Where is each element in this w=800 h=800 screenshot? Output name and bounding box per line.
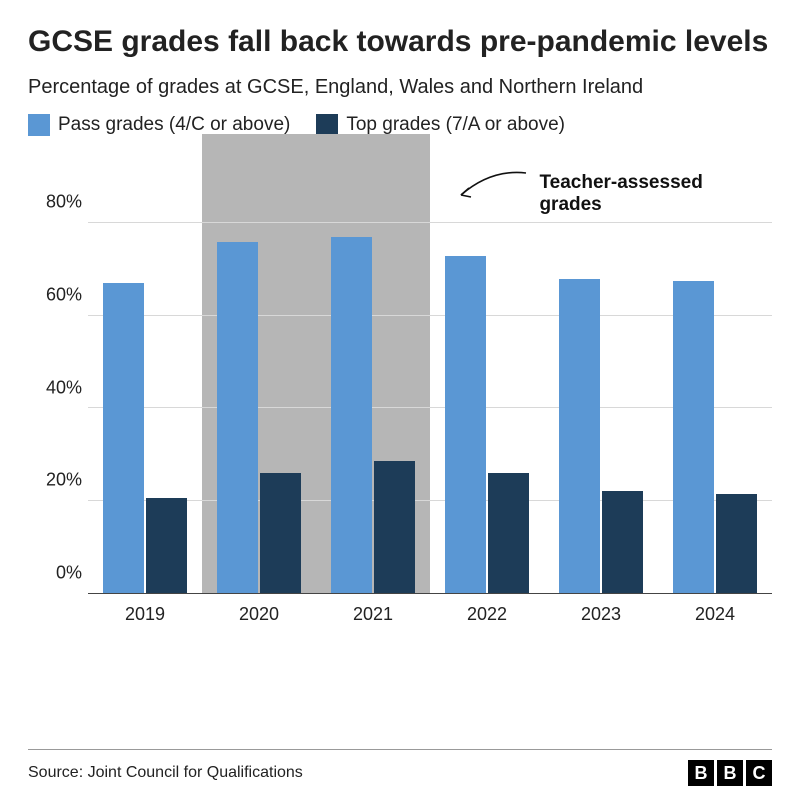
bbc-box: B bbox=[688, 760, 714, 786]
year-group bbox=[658, 154, 772, 593]
chart-subtitle: Percentage of grades at GCSE, England, W… bbox=[28, 74, 772, 100]
bar-pass bbox=[217, 242, 258, 593]
legend-swatch-pass bbox=[28, 114, 50, 136]
plot-area: Teacher-assessed grades bbox=[88, 154, 772, 594]
y-axis: 0% 20% 40% 60% 80% bbox=[28, 154, 88, 594]
bar-pass bbox=[445, 256, 486, 593]
y-tick-label: 80% bbox=[46, 192, 82, 213]
bar-top bbox=[602, 491, 643, 593]
legend-item-pass: Pass grades (4/C or above) bbox=[28, 114, 290, 136]
legend-swatch-top bbox=[316, 114, 338, 136]
bar-pass bbox=[331, 237, 372, 593]
y-tick-label: 60% bbox=[46, 285, 82, 306]
bar-top bbox=[146, 498, 187, 593]
x-tick-label: 2021 bbox=[316, 594, 430, 634]
year-group bbox=[544, 154, 658, 593]
legend-label-pass: Pass grades (4/C or above) bbox=[58, 114, 290, 136]
source-text: Source: Joint Council for Qualifications bbox=[28, 764, 303, 782]
x-tick-label: 2022 bbox=[430, 594, 544, 634]
bar-pass bbox=[673, 281, 714, 593]
bbc-logo: BBC bbox=[688, 760, 772, 786]
year-group bbox=[88, 154, 202, 593]
bar-top bbox=[374, 461, 415, 593]
bar-pass bbox=[103, 283, 144, 593]
bar-top bbox=[716, 494, 757, 593]
chart-title: GCSE grades fall back towards pre-pandem… bbox=[28, 24, 772, 60]
legend-label-top: Top grades (7/A or above) bbox=[346, 114, 565, 136]
x-tick-label: 2020 bbox=[202, 594, 316, 634]
bar-pass bbox=[559, 279, 600, 593]
y-tick-label: 0% bbox=[56, 563, 82, 584]
bbc-box: B bbox=[717, 760, 743, 786]
year-group bbox=[202, 154, 316, 593]
x-axis: 201920202021202220232024 bbox=[88, 594, 772, 634]
y-tick-label: 40% bbox=[46, 377, 82, 398]
x-tick-label: 2023 bbox=[544, 594, 658, 634]
bbc-box: C bbox=[746, 760, 772, 786]
bar-top bbox=[260, 473, 301, 593]
footer: Source: Joint Council for Qualifications… bbox=[28, 749, 772, 786]
x-tick-label: 2024 bbox=[658, 594, 772, 634]
y-tick-label: 20% bbox=[46, 470, 82, 491]
annotation-label: Teacher-assessed grades bbox=[539, 172, 702, 218]
x-tick-label: 2019 bbox=[88, 594, 202, 634]
bars-container bbox=[88, 154, 772, 593]
annotation-arrow-icon bbox=[451, 163, 541, 213]
year-group bbox=[430, 154, 544, 593]
legend: Pass grades (4/C or above) Top grades (7… bbox=[28, 114, 772, 136]
chart-area: 0% 20% 40% 60% 80% Teacher-assessed grades 2… bbox=[28, 154, 772, 634]
bar-top bbox=[488, 473, 529, 593]
year-group bbox=[316, 154, 430, 593]
legend-item-top: Top grades (7/A or above) bbox=[316, 114, 565, 136]
